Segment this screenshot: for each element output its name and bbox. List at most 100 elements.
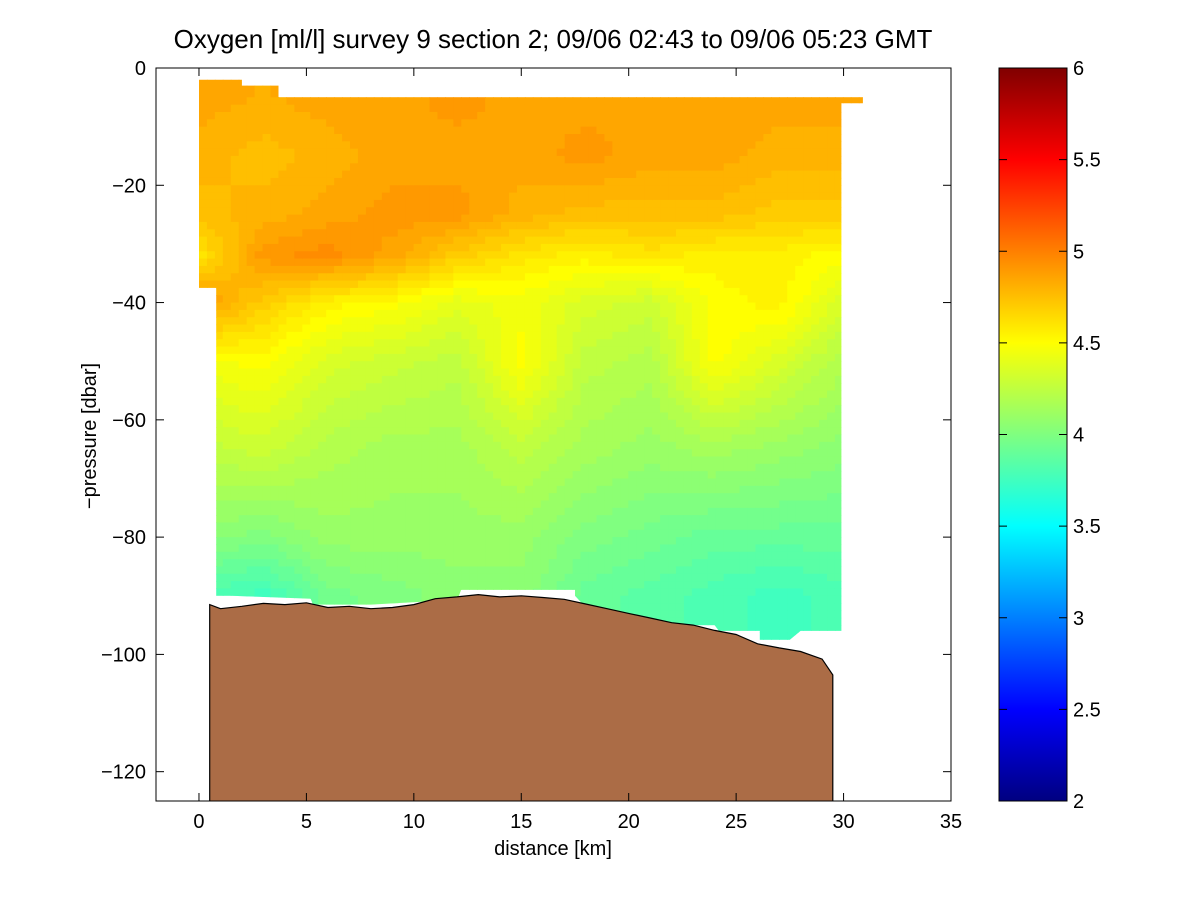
- oxygen-cell: [350, 449, 359, 458]
- oxygen-cell: [437, 427, 447, 436]
- oxygen-cell: [437, 104, 447, 113]
- oxygen-cell: [445, 163, 454, 172]
- oxygen-cell: [389, 419, 399, 428]
- oxygen-cell: [373, 595, 383, 604]
- oxygen-cell: [270, 529, 280, 538]
- oxygen-cell: [477, 273, 486, 282]
- oxygen-cell: [691, 133, 701, 142]
- oxygen-cell: [445, 221, 454, 230]
- oxygen-cell: [524, 368, 534, 377]
- oxygen-cell: [437, 581, 447, 590]
- oxygen-cell: [302, 588, 311, 597]
- oxygen-cell: [318, 375, 327, 384]
- oxygen-cell: [262, 368, 272, 377]
- oxygen-cell: [286, 119, 295, 128]
- oxygen-cell: [445, 368, 454, 377]
- oxygen-cell: [310, 280, 319, 289]
- oxygen-cell: [397, 155, 407, 164]
- oxygen-cell: [540, 317, 550, 326]
- oxygen-cell: [318, 383, 327, 392]
- oxygen-cell: [365, 185, 375, 194]
- oxygen-cell: [660, 412, 669, 421]
- oxygen-cell: [644, 258, 653, 267]
- oxygen-cell: [509, 559, 518, 568]
- oxygen-cell: [326, 434, 335, 443]
- oxygen-cell: [286, 405, 295, 414]
- oxygen-cell: [357, 515, 367, 524]
- oxygen-cell: [548, 544, 558, 553]
- oxygen-cell: [429, 522, 439, 531]
- oxygen-cell: [612, 331, 621, 340]
- oxygen-cell: [532, 500, 542, 509]
- oxygen-cell: [485, 500, 494, 509]
- oxygen-cell: [548, 295, 558, 304]
- oxygen-cell: [572, 287, 582, 296]
- oxygen-cell: [413, 280, 423, 289]
- oxygen-cell: [477, 507, 486, 516]
- oxygen-cell: [365, 133, 375, 142]
- oxygen-cell: [262, 463, 272, 472]
- oxygen-cell: [509, 383, 518, 392]
- oxygen-cell: [278, 119, 288, 128]
- oxygen-cell: [373, 280, 383, 289]
- oxygen-cell: [683, 375, 693, 384]
- oxygen-cell: [620, 456, 629, 465]
- oxygen-cell: [652, 603, 661, 612]
- oxygen-cell: [381, 207, 391, 216]
- oxygen-cell: [222, 397, 232, 406]
- oxygen-cell: [413, 581, 423, 590]
- oxygen-cell: [365, 419, 375, 428]
- oxygen-cell: [580, 493, 590, 502]
- oxygen-cell: [469, 163, 478, 172]
- oxygen-cell: [350, 177, 359, 186]
- oxygen-cell: [373, 148, 383, 157]
- oxygen-cell: [294, 471, 303, 480]
- oxygen-cell: [437, 361, 447, 370]
- oxygen-cell: [469, 559, 478, 568]
- oxygen-cell: [612, 317, 621, 326]
- oxygen-cell: [421, 324, 431, 333]
- oxygen-cell: [556, 126, 566, 135]
- oxygen-cell: [222, 500, 232, 509]
- oxygen-cell: [421, 441, 431, 450]
- oxygen-cell: [516, 544, 526, 553]
- oxygen-cell: [461, 148, 470, 157]
- oxygen-cell: [461, 456, 470, 465]
- oxygen-cell: [262, 390, 272, 399]
- oxygen-cell: [350, 119, 359, 128]
- oxygen-cell: [373, 507, 383, 516]
- oxygen-cell: [421, 273, 431, 282]
- oxygen-cell: [628, 456, 637, 465]
- oxygen-cell: [564, 331, 574, 340]
- oxygen-cell: [302, 192, 311, 201]
- oxygen-cell: [286, 317, 295, 326]
- oxygen-cell: [524, 163, 534, 172]
- oxygen-cell: [222, 148, 232, 157]
- oxygen-cell: [524, 170, 534, 179]
- oxygen-cell: [389, 471, 399, 480]
- oxygen-cell: [230, 97, 240, 106]
- oxygen-cell: [596, 397, 606, 406]
- oxygen-cell: [461, 537, 470, 546]
- oxygen-cell: [509, 148, 518, 157]
- oxygen-cell: [620, 449, 629, 458]
- oxygen-cell: [230, 493, 240, 502]
- oxygen-cell: [516, 346, 526, 355]
- oxygen-cell: [405, 251, 415, 260]
- oxygen-cell: [501, 434, 510, 443]
- oxygen-cell: [445, 515, 454, 524]
- oxygen-cell: [397, 493, 407, 502]
- oxygen-cell: [612, 405, 621, 414]
- oxygen-cell: [485, 177, 494, 186]
- oxygen-cell: [612, 126, 621, 135]
- oxygen-cell: [469, 221, 478, 230]
- oxygen-cell: [644, 405, 653, 414]
- oxygen-cell: [604, 427, 613, 436]
- oxygen-cell: [524, 133, 534, 142]
- oxygen-cell: [318, 515, 327, 524]
- oxygen-cell: [660, 603, 669, 612]
- oxygen-cell: [564, 199, 574, 208]
- oxygen-cell: [485, 368, 494, 377]
- oxygen-cell: [334, 368, 343, 377]
- oxygen-cell: [222, 97, 232, 106]
